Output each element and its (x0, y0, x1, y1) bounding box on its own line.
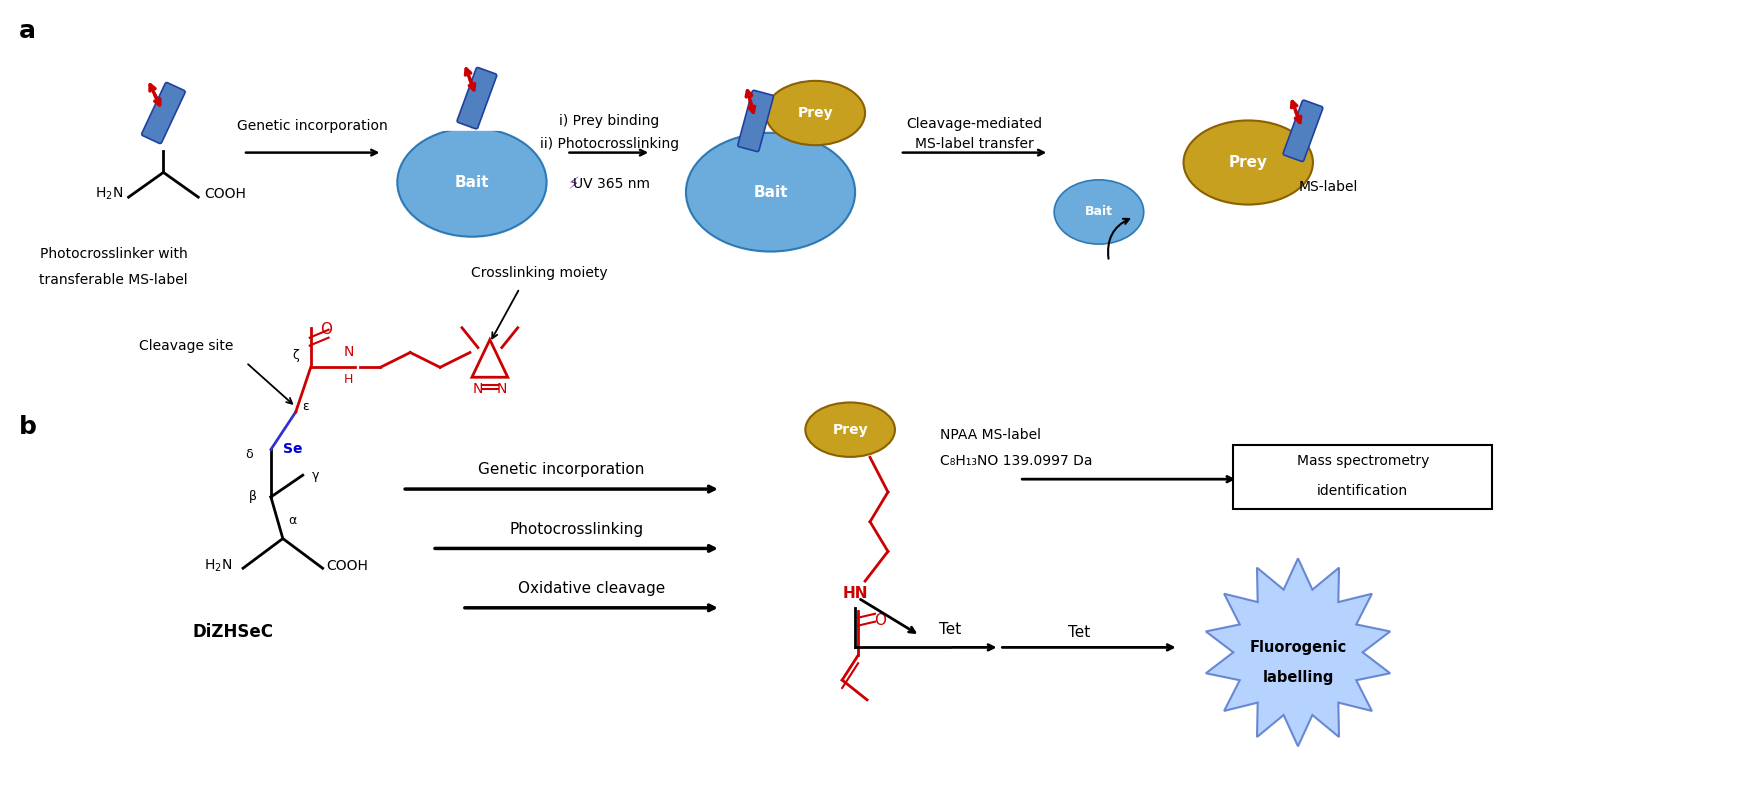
Text: O: O (320, 322, 332, 338)
Text: Prey: Prey (1228, 155, 1267, 170)
Text: ⚡: ⚡ (568, 175, 580, 194)
Polygon shape (1205, 558, 1390, 746)
Text: ζ: ζ (292, 349, 299, 362)
Text: N: N (495, 382, 506, 396)
Text: HN: HN (842, 586, 868, 602)
Text: Bait: Bait (752, 185, 787, 200)
Wedge shape (471, 116, 501, 131)
Text: b: b (19, 415, 37, 439)
Text: Bait: Bait (455, 174, 488, 190)
Ellipse shape (685, 133, 854, 251)
Text: ii) Photocrosslinking: ii) Photocrosslinking (539, 137, 678, 150)
Text: Tet: Tet (938, 622, 961, 637)
Text: α: α (288, 514, 297, 527)
Text: H$_2$N: H$_2$N (204, 558, 232, 574)
Text: i) Prey binding: i) Prey binding (559, 114, 659, 128)
Ellipse shape (1182, 121, 1312, 205)
Text: identification: identification (1316, 484, 1407, 498)
Text: Se: Se (283, 442, 302, 457)
Text: O: O (873, 613, 886, 628)
Text: Prey: Prey (831, 422, 868, 437)
FancyBboxPatch shape (142, 82, 184, 143)
FancyBboxPatch shape (1283, 100, 1321, 162)
Text: C₈H₁₃NO 139.0997 Da: C₈H₁₃NO 139.0997 Da (940, 454, 1091, 468)
Text: Cleavage-mediated: Cleavage-mediated (907, 117, 1042, 131)
Text: labelling: labelling (1262, 670, 1334, 685)
Text: COOH: COOH (204, 187, 246, 201)
Text: Photocrosslinking: Photocrosslinking (510, 522, 643, 537)
Text: COOH: COOH (327, 559, 369, 574)
Text: transferable MS-label: transferable MS-label (39, 274, 188, 287)
Text: H: H (344, 373, 353, 386)
Text: Tet: Tet (1066, 625, 1089, 640)
Text: Genetic incorporation: Genetic incorporation (237, 119, 388, 133)
Wedge shape (411, 116, 441, 131)
Text: Oxidative cleavage: Oxidative cleavage (518, 581, 664, 596)
Text: γ: γ (311, 469, 320, 482)
Text: Crosslinking moiety: Crosslinking moiety (471, 266, 608, 280)
Wedge shape (441, 116, 471, 131)
Text: N: N (343, 346, 353, 359)
Text: Genetic incorporation: Genetic incorporation (478, 462, 645, 477)
Text: δ: δ (244, 448, 253, 461)
Wedge shape (501, 116, 531, 131)
Wedge shape (531, 116, 560, 131)
FancyBboxPatch shape (457, 67, 497, 129)
Text: N: N (473, 382, 483, 396)
Text: Bait: Bait (1084, 206, 1112, 218)
Text: β: β (249, 490, 257, 503)
Text: NPAA MS-label: NPAA MS-label (940, 428, 1040, 442)
Text: DiZHSeC: DiZHSeC (193, 622, 274, 641)
Text: MS-label transfer: MS-label transfer (915, 137, 1033, 150)
Text: ε: ε (302, 401, 309, 414)
Ellipse shape (764, 81, 864, 145)
Text: UV 365 nm: UV 365 nm (573, 178, 650, 191)
Text: MS-label: MS-label (1297, 180, 1356, 194)
FancyBboxPatch shape (1233, 445, 1492, 509)
Text: Fluorogenic: Fluorogenic (1249, 640, 1346, 655)
Ellipse shape (1054, 180, 1144, 244)
Text: a: a (19, 19, 37, 43)
FancyBboxPatch shape (738, 90, 773, 151)
Text: Prey: Prey (798, 106, 833, 120)
Text: Mass spectrometry: Mass spectrometry (1295, 454, 1428, 468)
Ellipse shape (805, 402, 894, 457)
Ellipse shape (397, 128, 546, 237)
Text: Photocrosslinker with: Photocrosslinker with (40, 246, 188, 261)
Text: H$_2$N: H$_2$N (95, 186, 123, 202)
Text: Cleavage site: Cleavage site (139, 338, 234, 353)
